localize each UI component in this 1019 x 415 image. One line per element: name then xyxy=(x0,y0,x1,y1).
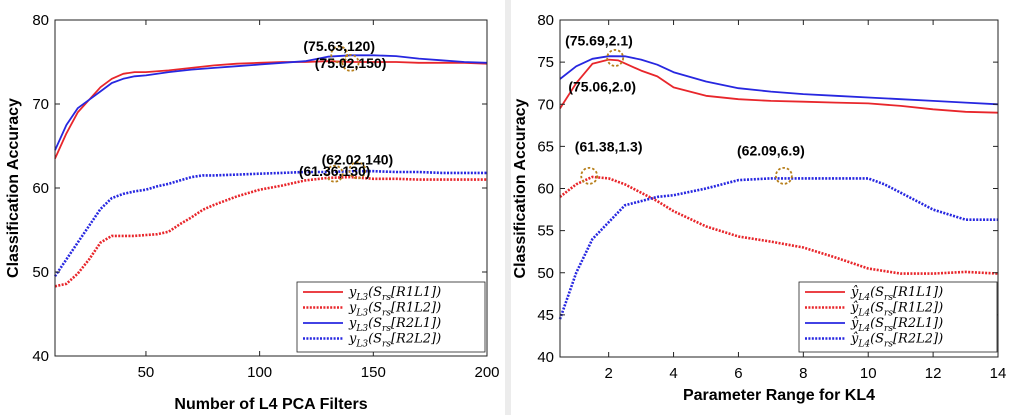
c0-x-axis-label: Number of L4 PCA Filters xyxy=(174,396,367,413)
c0-y-tick-label-3: 70 xyxy=(32,96,49,113)
c1-x-axis-label: Parameter Range for KL4 xyxy=(683,387,875,404)
c1-legend-label-3: ŷL4(Srs[R2L2]) xyxy=(850,332,943,350)
c0-y-tick-label-0: 40 xyxy=(32,348,49,365)
c0-y-axis-label: Classification Accuracy xyxy=(5,98,22,278)
c1-highlight-marker-1 xyxy=(580,166,599,185)
c0-x-tick-label-2: 150 xyxy=(361,364,386,381)
c1-legend-label-0: ŷL4(Srs[R1L1]) xyxy=(850,285,943,303)
c1-x-tick-label-6: 14 xyxy=(990,365,1007,382)
c0-y-tick-label-4: 80 xyxy=(32,12,49,29)
c1-y-tick-label-2: 50 xyxy=(537,265,554,282)
c1-y-tick-label-6: 70 xyxy=(537,96,554,113)
c1-y-tick-label-3: 55 xyxy=(537,223,554,240)
c1-annotation-3: (62.09,6.9) xyxy=(737,143,805,159)
c1-series-line-2 xyxy=(559,55,999,106)
c1-series-line-1 xyxy=(559,175,999,275)
c1-series-line-3 xyxy=(558,177,998,320)
c1-x-tick-label-4: 10 xyxy=(860,365,877,382)
c0-annotation-0: (75.63,120) xyxy=(303,38,375,54)
c1-legend-label-1: ŷL4(Srs[R1L2]) xyxy=(850,301,943,319)
c1-series-line-0 xyxy=(559,58,999,114)
c1-legend-label-2: ŷL4(Srs[R2L1]) xyxy=(850,316,943,334)
c1-y-tick-label-1: 45 xyxy=(537,307,554,324)
c0-series-line-2 xyxy=(54,54,488,151)
c0-y-tick-label-2: 60 xyxy=(32,180,49,197)
c1-annotation-1: (75.06,2.0) xyxy=(568,79,636,95)
c0-annotation-3: (61.36,130) xyxy=(299,163,371,179)
c1-x-tick-label-5: 12 xyxy=(925,365,942,382)
c0-highlight-marker-1 xyxy=(341,53,360,72)
c0-legend-box xyxy=(296,281,486,353)
c1-x-tick-label-3: 8 xyxy=(799,365,807,382)
c0-annotation-2: (62.02,140) xyxy=(322,151,394,167)
c1-y-tick-label-7: 75 xyxy=(537,54,554,71)
c1-legend-box xyxy=(798,281,998,353)
c0-x-tick-label-3: 200 xyxy=(474,364,499,381)
c0-legend-label-3: yL3(Srs[R2L2]) xyxy=(348,332,441,350)
c1-x-tick-label-1: 4 xyxy=(669,365,677,382)
c0-highlight-marker-0 xyxy=(330,45,349,64)
c1-y-tick-label-0: 40 xyxy=(537,349,554,366)
right-chart-panel: 2 4 6 8 10 12 14 40 45 50 55 60 65 70 75 80 Parameter Ra… xyxy=(511,0,1019,415)
c0-annotation-1: (75.02,150) xyxy=(315,55,387,71)
c0-legend-label-2: yL3(Srs[R2L1]) xyxy=(348,316,441,334)
c0-highlight-marker-2 xyxy=(348,161,367,180)
c0-legend-label-0: yL3(Srs[R1L1]) xyxy=(348,285,441,303)
c1-highlight-marker-2 xyxy=(774,166,793,185)
c0-x-tick-label-0: 50 xyxy=(138,364,155,381)
c1-x-tick-label-2: 6 xyxy=(734,365,742,382)
c1-annotation-2: (61.38,1.3) xyxy=(575,138,643,154)
left-chart-panel: 50 100 150 200 40 50 60 70 80 Number of L4 PCA Fi… xyxy=(0,0,505,415)
c1-y-axis-label: Classification Accuracy xyxy=(512,98,529,278)
c0-series-line-1 xyxy=(54,175,487,288)
left-chart: 50 100 150 200 40 50 60 70 80 Number of L4 PCA Fi… xyxy=(5,12,500,413)
c0-series-line-3 xyxy=(53,169,487,277)
c1-x-tick-label-0: 2 xyxy=(604,365,612,382)
c0-legend-label-1: yL3(Srs[R1L2]) xyxy=(348,301,441,319)
c0-highlight-marker-3 xyxy=(325,164,344,183)
c1-y-tick-label-8: 80 xyxy=(537,12,554,29)
right-chart: 2 4 6 8 10 12 14 40 45 50 55 60 65 70 75 80 Parameter Ra… xyxy=(512,12,1007,404)
c0-x-tick-label-1: 100 xyxy=(247,364,272,381)
c1-highlight-marker-0 xyxy=(606,49,625,67)
c1-y-tick-label-4: 60 xyxy=(537,181,554,198)
c1-annotation-0: (75.69,2.1) xyxy=(565,32,633,48)
c0-y-tick-label-1: 50 xyxy=(32,264,49,281)
c0-series-line-0 xyxy=(54,60,488,159)
c1-y-tick-label-5: 65 xyxy=(537,138,554,155)
